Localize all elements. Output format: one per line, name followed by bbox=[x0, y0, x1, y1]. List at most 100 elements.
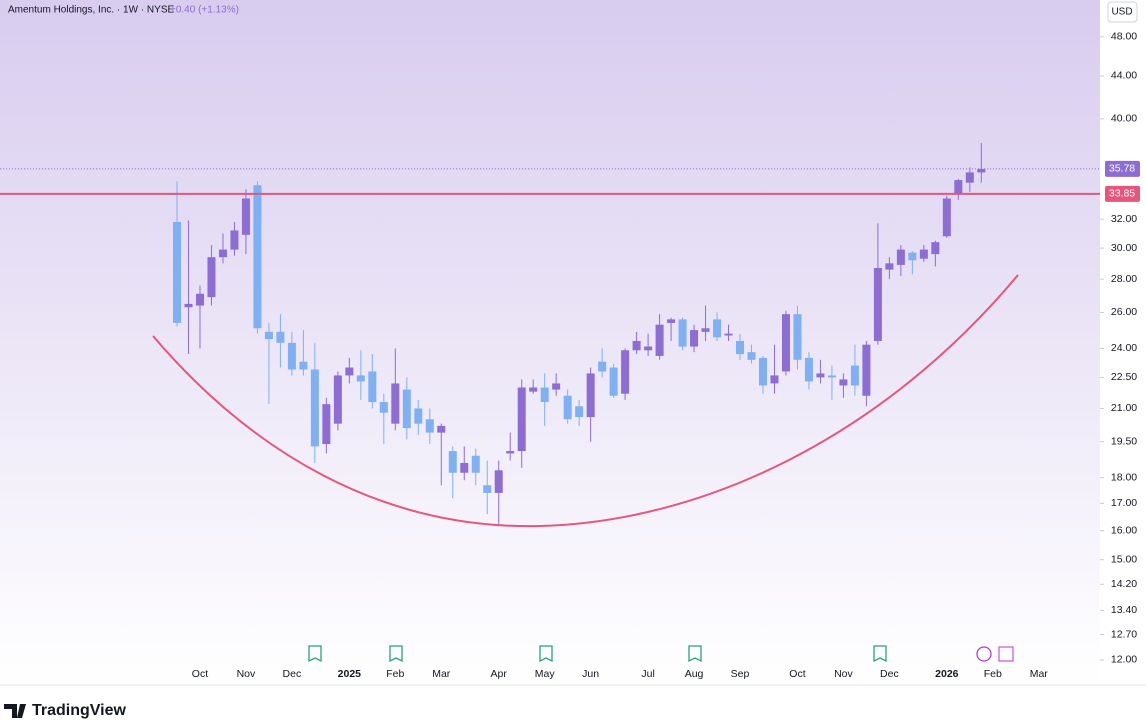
x-tick-label: Feb bbox=[984, 668, 1002, 680]
currency[interactable]: USD bbox=[1111, 7, 1132, 18]
brand[interactable]: TradingView bbox=[32, 702, 127, 719]
candle-body bbox=[701, 328, 710, 332]
candle-body bbox=[483, 485, 492, 493]
x-tick-label: Oct bbox=[192, 668, 208, 680]
x-tick-label: Sep bbox=[731, 668, 750, 680]
candle-body bbox=[173, 221, 181, 323]
candle-body bbox=[287, 342, 296, 370]
candle-body bbox=[873, 268, 882, 341]
candle-body bbox=[322, 404, 331, 445]
x-tick-label: Apr bbox=[491, 668, 508, 680]
y-tick-label: 13.40 bbox=[1111, 604, 1137, 616]
candle-body bbox=[736, 340, 745, 355]
x-tick-label: Dec bbox=[283, 668, 302, 680]
y-tick-label: 12.70 bbox=[1111, 628, 1137, 640]
candle-body bbox=[575, 406, 584, 418]
y-tick-label: 32.00 bbox=[1111, 213, 1137, 225]
candle-body bbox=[862, 344, 871, 396]
candle-body bbox=[919, 249, 928, 259]
candle-body bbox=[758, 357, 767, 386]
y-tick-label: 21.00 bbox=[1111, 402, 1137, 414]
candle-body bbox=[310, 369, 319, 447]
candle-body bbox=[781, 314, 790, 372]
candle-body bbox=[942, 198, 951, 237]
candle-body bbox=[747, 352, 756, 360]
candle-body bbox=[391, 383, 400, 424]
y-tick-label: 16.00 bbox=[1111, 524, 1137, 536]
y-tick-label: 18.00 bbox=[1111, 471, 1137, 483]
last-price-label: 35.78 bbox=[1109, 163, 1135, 175]
candle-body bbox=[609, 367, 618, 396]
x-tick-label: Dec bbox=[880, 668, 899, 680]
candle-body bbox=[540, 387, 549, 403]
candle-body bbox=[598, 361, 607, 372]
candle-body bbox=[632, 340, 641, 351]
earnings-markers bbox=[308, 645, 1014, 663]
candle-body bbox=[506, 451, 515, 454]
y-tick-label: 17.00 bbox=[1111, 497, 1137, 509]
candle-body bbox=[667, 319, 676, 323]
candle-body bbox=[931, 242, 940, 255]
plot-background bbox=[0, 0, 1100, 685]
currency-box[interactable] bbox=[1107, 1, 1138, 23]
candle-body bbox=[299, 361, 308, 370]
x-tick-label: Feb bbox=[386, 668, 404, 680]
y-tick-label: 19.50 bbox=[1111, 436, 1137, 448]
y-tick-label: 12.00 bbox=[1111, 654, 1137, 666]
candle-body bbox=[368, 371, 377, 403]
candle-body bbox=[264, 331, 273, 340]
candle-body bbox=[896, 249, 905, 265]
candle-body bbox=[460, 462, 469, 473]
candle-body bbox=[379, 402, 388, 413]
candle-body bbox=[621, 350, 630, 394]
x-tick-label: Jul bbox=[641, 668, 654, 680]
symbol-title: Amentum Holdings, Inc. · 1W · NYSE bbox=[8, 5, 174, 16]
y-tick-label: 22.50 bbox=[1111, 371, 1137, 383]
candle-body bbox=[965, 172, 974, 183]
candle-body bbox=[655, 324, 664, 356]
x-tick-label: Oct bbox=[789, 668, 805, 680]
candle-body bbox=[839, 379, 848, 386]
candle-body bbox=[230, 230, 239, 250]
candle-body bbox=[977, 168, 986, 173]
x-tick-label: Nov bbox=[834, 668, 853, 680]
candle-body bbox=[402, 389, 411, 429]
candle-body bbox=[184, 303, 193, 308]
candle-body bbox=[804, 357, 813, 382]
level-label-box bbox=[1105, 185, 1140, 202]
change: +0.40 (+1.13%) bbox=[170, 5, 239, 16]
y-tick-label: 26.00 bbox=[1111, 306, 1137, 318]
candle-body bbox=[517, 387, 526, 452]
candle-body bbox=[954, 180, 963, 194]
last-price-box bbox=[1105, 160, 1140, 177]
candle-body bbox=[253, 185, 262, 329]
x-tick-label: Mar bbox=[432, 668, 451, 680]
candle-body bbox=[770, 375, 779, 384]
x-tick-label: 2025 bbox=[338, 668, 362, 680]
candle-body bbox=[218, 249, 227, 258]
cup-drawing bbox=[152, 274, 1019, 528]
y-tick-label: 30.00 bbox=[1111, 242, 1137, 254]
candle-body bbox=[816, 373, 825, 378]
candle-body bbox=[494, 470, 503, 493]
candle-body bbox=[241, 198, 250, 235]
candle-body bbox=[448, 451, 457, 473]
y-tick-label: 48.00 bbox=[1111, 31, 1137, 43]
candle-body bbox=[207, 257, 216, 298]
candle-body bbox=[850, 365, 859, 386]
candle-body bbox=[333, 375, 342, 424]
x-tick-label: Aug bbox=[685, 668, 704, 680]
y-tick-label: 44.00 bbox=[1111, 70, 1137, 82]
x-tick-label: Jun bbox=[582, 668, 599, 680]
candle-body bbox=[908, 252, 917, 261]
candle-body bbox=[690, 330, 699, 347]
candle-body bbox=[678, 319, 687, 347]
candle-body bbox=[644, 346, 653, 351]
x-tick-label: Mar bbox=[1030, 668, 1049, 680]
y-tick-label: 24.00 bbox=[1111, 342, 1137, 354]
candle-body bbox=[586, 373, 595, 418]
candle-body bbox=[885, 263, 894, 270]
brand-logo[interactable] bbox=[4, 704, 26, 718]
y-tick-label: 28.00 bbox=[1111, 273, 1137, 285]
